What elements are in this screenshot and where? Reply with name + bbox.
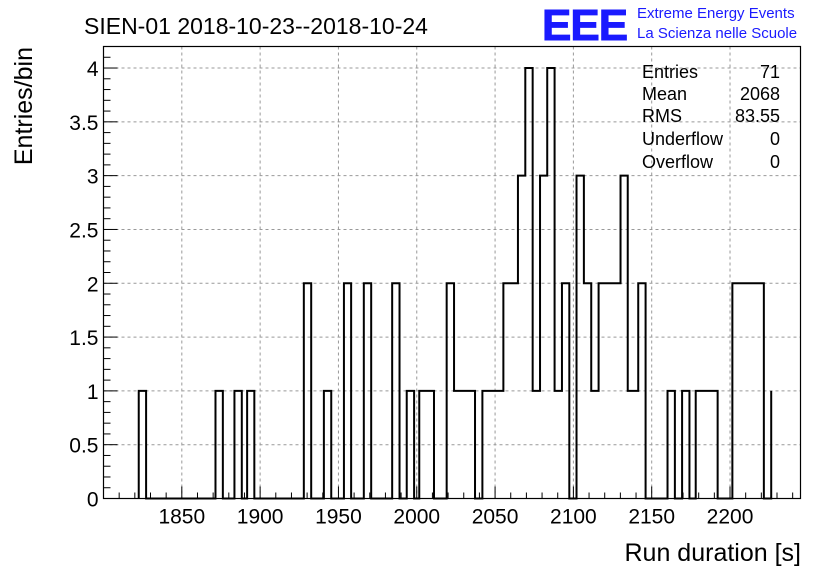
stats-mean-label: Mean [642,84,687,104]
y-axis-label: Entries/bin [10,47,38,165]
x-tick-label: 2000 [393,506,440,529]
stats-rms-value: 83.55 [735,106,780,126]
stats-entries-value: 71 [760,62,780,82]
stats-underflow-value: 0 [770,129,780,149]
y-tick-label: 4 [87,58,99,81]
logo-mark: EEE [542,1,627,50]
x-tick-label: 2050 [472,506,519,529]
stats-underflow-label: Underflow [642,129,724,149]
stats-box: Entries 71 Mean 2068 RMS 83.55 Underflow… [642,62,780,172]
x-tick-label: 1950 [315,506,362,529]
x-tick-label: 2150 [628,506,675,529]
axis-ticks [103,56,794,499]
x-tick-label: 1900 [237,506,284,529]
y-tick-label: 0.5 [69,435,98,458]
tick-labels: 1850 1900 1950 2000 2050 2100 2150 2200 0 0.5 1 1.5… [69,58,753,528]
x-axis-label: Run duration [s] [625,539,802,567]
stats-overflow-label: Overflow [642,152,714,172]
y-tick-label: 0 [87,489,99,512]
y-tick-label: 3.5 [69,112,98,135]
chart-title: SIEN-01 2018-10-23--2018-10-24 [84,13,428,39]
y-tick-label: 2.5 [69,219,98,242]
x-tick-label: 2200 [707,506,754,529]
x-tick-label: 1850 [158,506,205,529]
y-tick-label: 2 [87,273,99,296]
y-tick-label: 1 [87,381,99,404]
x-tick-label: 2100 [550,506,597,529]
logo-line2: La Scienza nelle Scuole [637,25,797,42]
stats-entries-label: Entries [642,62,698,82]
eee-logo: EEE Extreme Energy Events La Scienza nel… [542,1,798,51]
y-tick-label: 1.5 [69,327,98,350]
stats-rms-label: RMS [642,106,682,126]
plot-frame [102,45,802,500]
stats-overflow-value: 0 [770,152,780,172]
y-tick-label: 3 [87,166,99,189]
logo-line1: Extreme Energy Events [637,5,795,22]
stats-mean-value: 2068 [740,84,780,104]
